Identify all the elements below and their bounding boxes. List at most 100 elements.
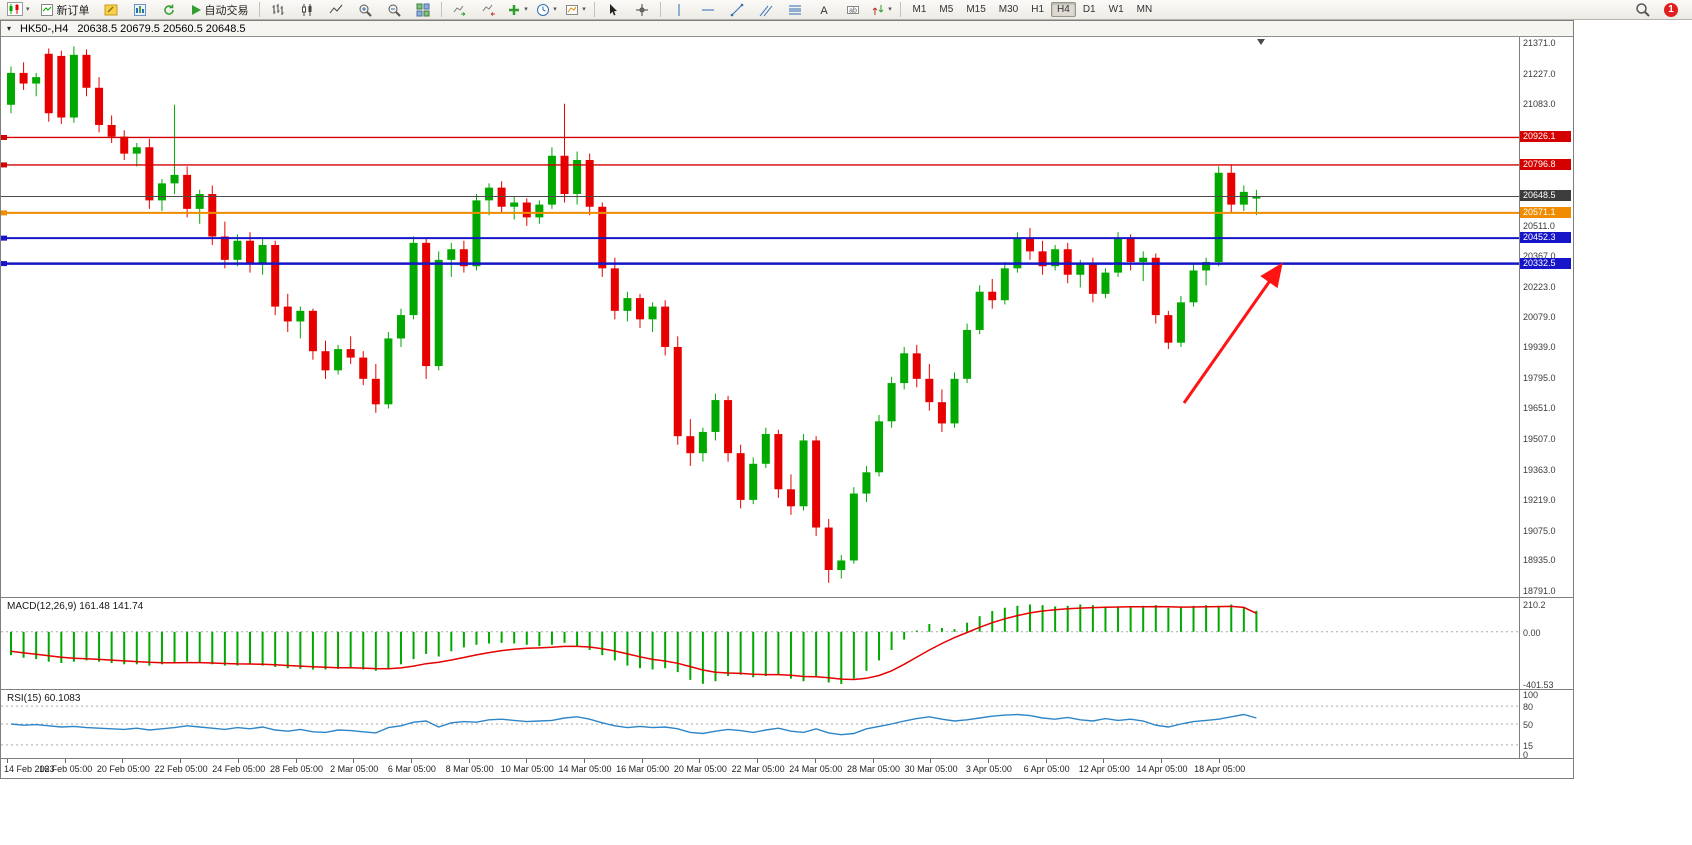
rsi-axis-label: 100 bbox=[1523, 690, 1539, 701]
tile-windows-button[interactable] bbox=[409, 0, 437, 20]
text-label-tool-button[interactable]: ab bbox=[839, 0, 867, 20]
fibonacci-tool-button[interactable] bbox=[781, 0, 809, 20]
bar-chart-mode-button[interactable] bbox=[264, 0, 292, 20]
time-axis-tick bbox=[410, 759, 412, 763]
vertical-line-tool-button[interactable] bbox=[665, 0, 693, 20]
periods-button[interactable]: ▾ bbox=[533, 0, 561, 20]
svg-text:A: A bbox=[820, 5, 828, 17]
time-axis-tick bbox=[814, 759, 816, 763]
horizontal-line-tool-button[interactable] bbox=[694, 0, 722, 20]
channel-tool-button[interactable] bbox=[752, 0, 780, 20]
crosshair-button[interactable] bbox=[628, 0, 656, 20]
time-axis-label: 16 Mar 05:00 bbox=[616, 764, 670, 774]
time-axis-label: 14 Apr 05:00 bbox=[1136, 764, 1188, 774]
time-axis-label: 20 Feb 05:00 bbox=[96, 764, 150, 774]
time-axis-tick bbox=[64, 759, 66, 763]
timeframe-button-W1[interactable]: W1 bbox=[1108, 4, 1124, 15]
timeframe-button-M1[interactable]: M1 bbox=[912, 4, 927, 15]
rsi-axis-label: 80 bbox=[1523, 702, 1534, 713]
time-axis-label: 6 Apr 05:00 bbox=[1023, 764, 1070, 774]
toolbar-separator bbox=[593, 2, 595, 17]
toolbar-separator bbox=[440, 2, 442, 17]
search-button[interactable] bbox=[1628, 0, 1656, 20]
time-axis-tick bbox=[757, 759, 759, 763]
timeframe-button-H4[interactable]: H4 bbox=[1051, 2, 1076, 17]
rsi-line bbox=[10, 713, 1257, 736]
text-icon: A bbox=[820, 5, 828, 17]
chevron-down-icon: ▾ bbox=[888, 6, 892, 13]
refresh-icon bbox=[163, 4, 174, 15]
time-axis-tick bbox=[699, 759, 701, 763]
new-order-button[interactable]: 新订单 bbox=[34, 0, 96, 20]
time-axis-tick bbox=[987, 759, 989, 763]
price-axis-label: 21371.0 bbox=[1523, 37, 1556, 48]
macd-axis-label: -401.53 bbox=[1523, 679, 1554, 689]
auto-trading-button[interactable]: 自动交易 bbox=[184, 0, 255, 20]
metaeditor-button[interactable] bbox=[97, 0, 125, 20]
time-axis-tick bbox=[237, 759, 239, 763]
time-axis-label: 24 Mar 05:00 bbox=[789, 764, 843, 774]
time-axis[interactable]: 14 Feb 2023 16 Feb 05:00 20 Feb 05:00 22 Fe… bbox=[1, 758, 1573, 778]
timeframe-button-M30[interactable]: M30 bbox=[998, 4, 1019, 15]
timeframe-button-D1[interactable]: D1 bbox=[1082, 4, 1096, 15]
window-menu-icon[interactable]: ▾ bbox=[7, 24, 12, 33]
line-chart-icon bbox=[329, 4, 342, 13]
time-axis-label: 18 Apr 05:00 bbox=[1194, 764, 1246, 774]
time-axis-label: 2 Mar 05:00 bbox=[330, 764, 379, 774]
timeframe-button-M15[interactable]: M15 bbox=[966, 4, 986, 15]
templates-button[interactable]: ▾ bbox=[562, 0, 590, 20]
zoom-out-icon bbox=[388, 4, 401, 17]
text-label-icon: ab bbox=[846, 5, 859, 14]
auto-scroll-button[interactable] bbox=[446, 0, 474, 20]
toolbar-right-group: 1 bbox=[1628, 0, 1688, 20]
price-tag-20796.8: 20796.8 bbox=[1520, 158, 1571, 170]
refresh-button[interactable] bbox=[155, 0, 183, 20]
indicators-plus-icon bbox=[509, 4, 520, 15]
zoom-in-button[interactable] bbox=[351, 0, 379, 20]
timeframe-toolbar: M1 M5 M15 M30 H1 H4 D1 W1 MN bbox=[907, 2, 1159, 17]
auto-scroll-icon bbox=[453, 5, 465, 16]
timeframe-button-MN[interactable]: MN bbox=[1136, 4, 1153, 15]
candlestick-mode-button[interactable] bbox=[293, 0, 321, 20]
time-axis-label: 10 Mar 05:00 bbox=[500, 764, 554, 774]
market-watch-button[interactable] bbox=[126, 0, 154, 20]
main-chart[interactable] bbox=[1, 37, 1519, 597]
price-axis-label: 20511.0 bbox=[1523, 220, 1555, 231]
time-axis-label: 14 Mar 05:00 bbox=[558, 764, 612, 774]
new-chart-button[interactable]: ▾ bbox=[4, 0, 33, 20]
clock-icon bbox=[537, 3, 550, 16]
arrows-tool-button[interactable]: ▾ bbox=[868, 0, 896, 20]
trend-arrow-annotation[interactable] bbox=[1182, 262, 1283, 404]
macd-axis: 210.2 0.00 -401.53 bbox=[1519, 597, 1573, 689]
channel-icon bbox=[759, 5, 772, 16]
indicators-button[interactable]: ▾ bbox=[504, 0, 532, 20]
time-axis-tick bbox=[526, 759, 528, 763]
time-axis-label: 6 Mar 05:00 bbox=[387, 764, 436, 774]
toolbar-separator bbox=[258, 2, 260, 17]
trendline-tool-button[interactable] bbox=[723, 0, 751, 20]
macd-signal-line bbox=[10, 605, 1257, 681]
timeframe-button-M5[interactable]: M5 bbox=[939, 4, 954, 15]
fibonacci-icon bbox=[788, 5, 801, 14]
timeframe-button-H1[interactable]: H1 bbox=[1031, 4, 1045, 15]
line-chart-mode-button[interactable] bbox=[322, 0, 350, 20]
search-icon bbox=[1635, 3, 1650, 17]
time-axis-label: 28 Feb 05:00 bbox=[269, 764, 324, 774]
auto-trading-play-icon bbox=[191, 4, 201, 15]
time-axis-label: 22 Mar 05:00 bbox=[731, 764, 785, 774]
price-axis-label: 19363.0 bbox=[1523, 464, 1556, 475]
zoom-out-button[interactable] bbox=[380, 0, 408, 20]
crosshair-icon bbox=[635, 3, 648, 16]
chart-shift-marker bbox=[1257, 39, 1265, 45]
notification-badge[interactable]: 1 bbox=[1664, 2, 1678, 17]
chart-shift-button[interactable] bbox=[475, 0, 503, 20]
price-axis-label: 19795.0 bbox=[1523, 372, 1556, 383]
rsi-panel: RSI(15) 60.1083 bbox=[1, 689, 1519, 758]
text-tool-button[interactable]: A bbox=[810, 0, 838, 20]
price-axis-label: 21227.0 bbox=[1523, 68, 1556, 79]
template-icon bbox=[566, 4, 579, 15]
price-axis[interactable]: 21371.021227.021083.020939.020795.020651… bbox=[1519, 37, 1573, 597]
toolbar-separator bbox=[899, 2, 901, 17]
rsi-axis: 100 80 50 15 0 bbox=[1519, 689, 1573, 758]
cursor-button[interactable] bbox=[599, 0, 627, 20]
